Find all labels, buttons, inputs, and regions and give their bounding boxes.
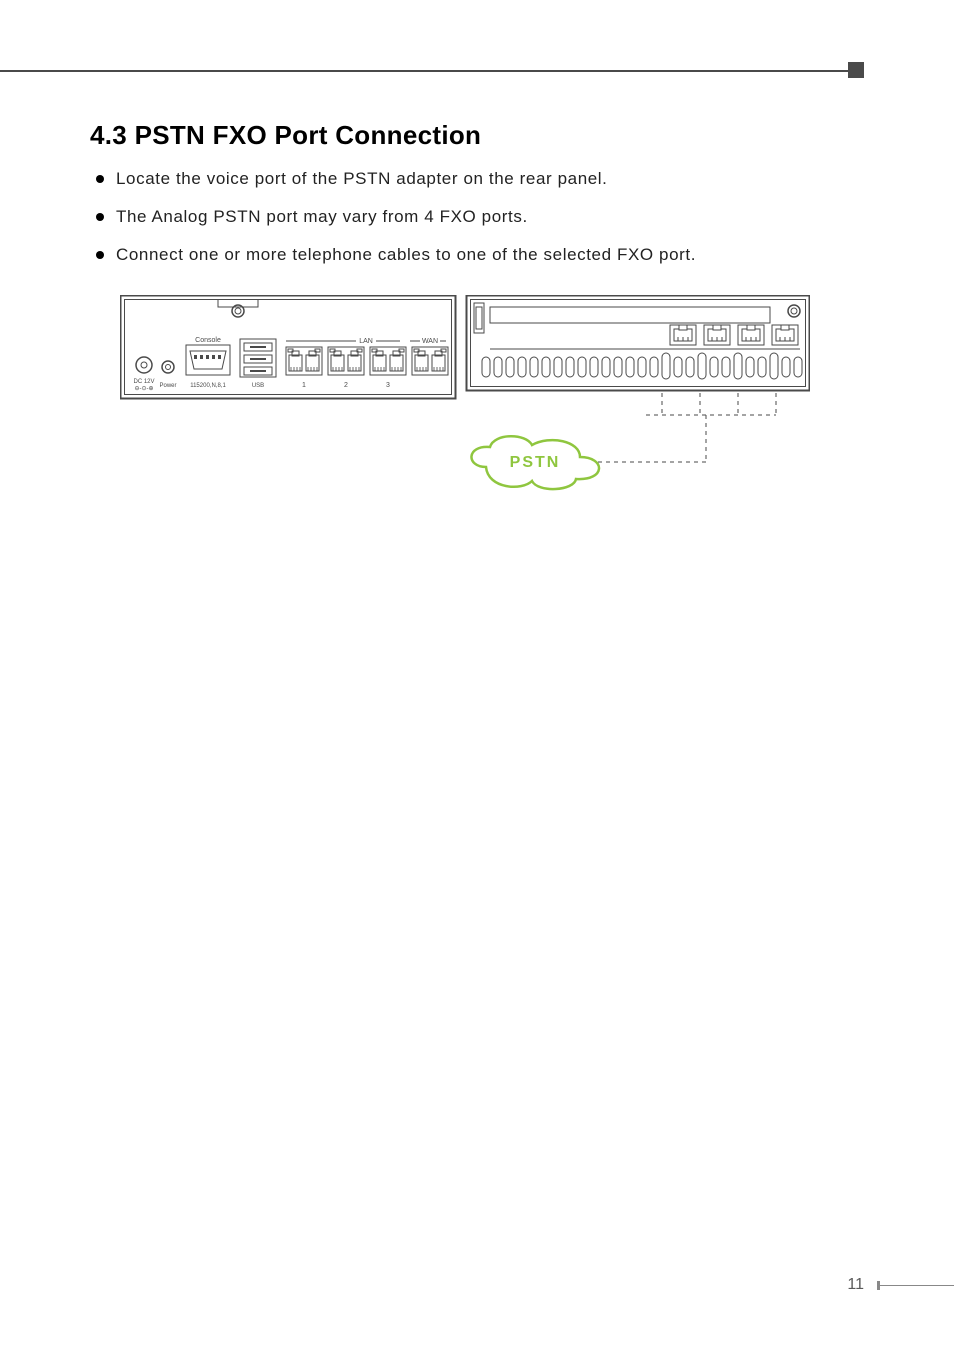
list-item: Locate the voice port of the PSTN adapte… [90,169,864,189]
svg-text:2: 2 [344,382,348,389]
list-item: The Analog PSTN port may vary from 4 FXO… [90,207,864,227]
header-crop-mark [848,62,864,78]
footer-tick [877,1281,880,1290]
svg-text:USB: USB [252,383,264,389]
connection-diagram: DC 12V⊖-⊙-⊕ Power Console 115200,N,8,1 USB LA… [120,295,864,506]
svg-text:DC 12V: DC 12V [133,379,154,385]
svg-text:LAN: LAN [359,338,373,345]
svg-text:⊖-⊙-⊕: ⊖-⊙-⊕ [134,386,153,392]
diagram-svg: DC 12V⊖-⊙-⊕ Power Console 115200,N,8,1 USB LA… [120,295,810,501]
list-item: Connect one or more telephone cables to … [90,245,864,265]
bullet-list: Locate the voice port of the PSTN adapte… [90,169,864,265]
page-number: 11 [847,1276,864,1294]
svg-text:3: 3 [386,382,390,389]
section-title: 4.3 PSTN FXO Port Connection [90,120,864,151]
svg-text:Power: Power [159,383,176,389]
svg-text:PSTN: PSTN [510,454,561,471]
svg-text:115200,N,8,1: 115200,N,8,1 [190,383,226,389]
footer-rule [880,1285,954,1286]
svg-text:WAN: WAN [422,338,438,345]
svg-text:1: 1 [302,382,306,389]
header-rule [0,70,864,72]
svg-text:Console: Console [195,337,221,344]
